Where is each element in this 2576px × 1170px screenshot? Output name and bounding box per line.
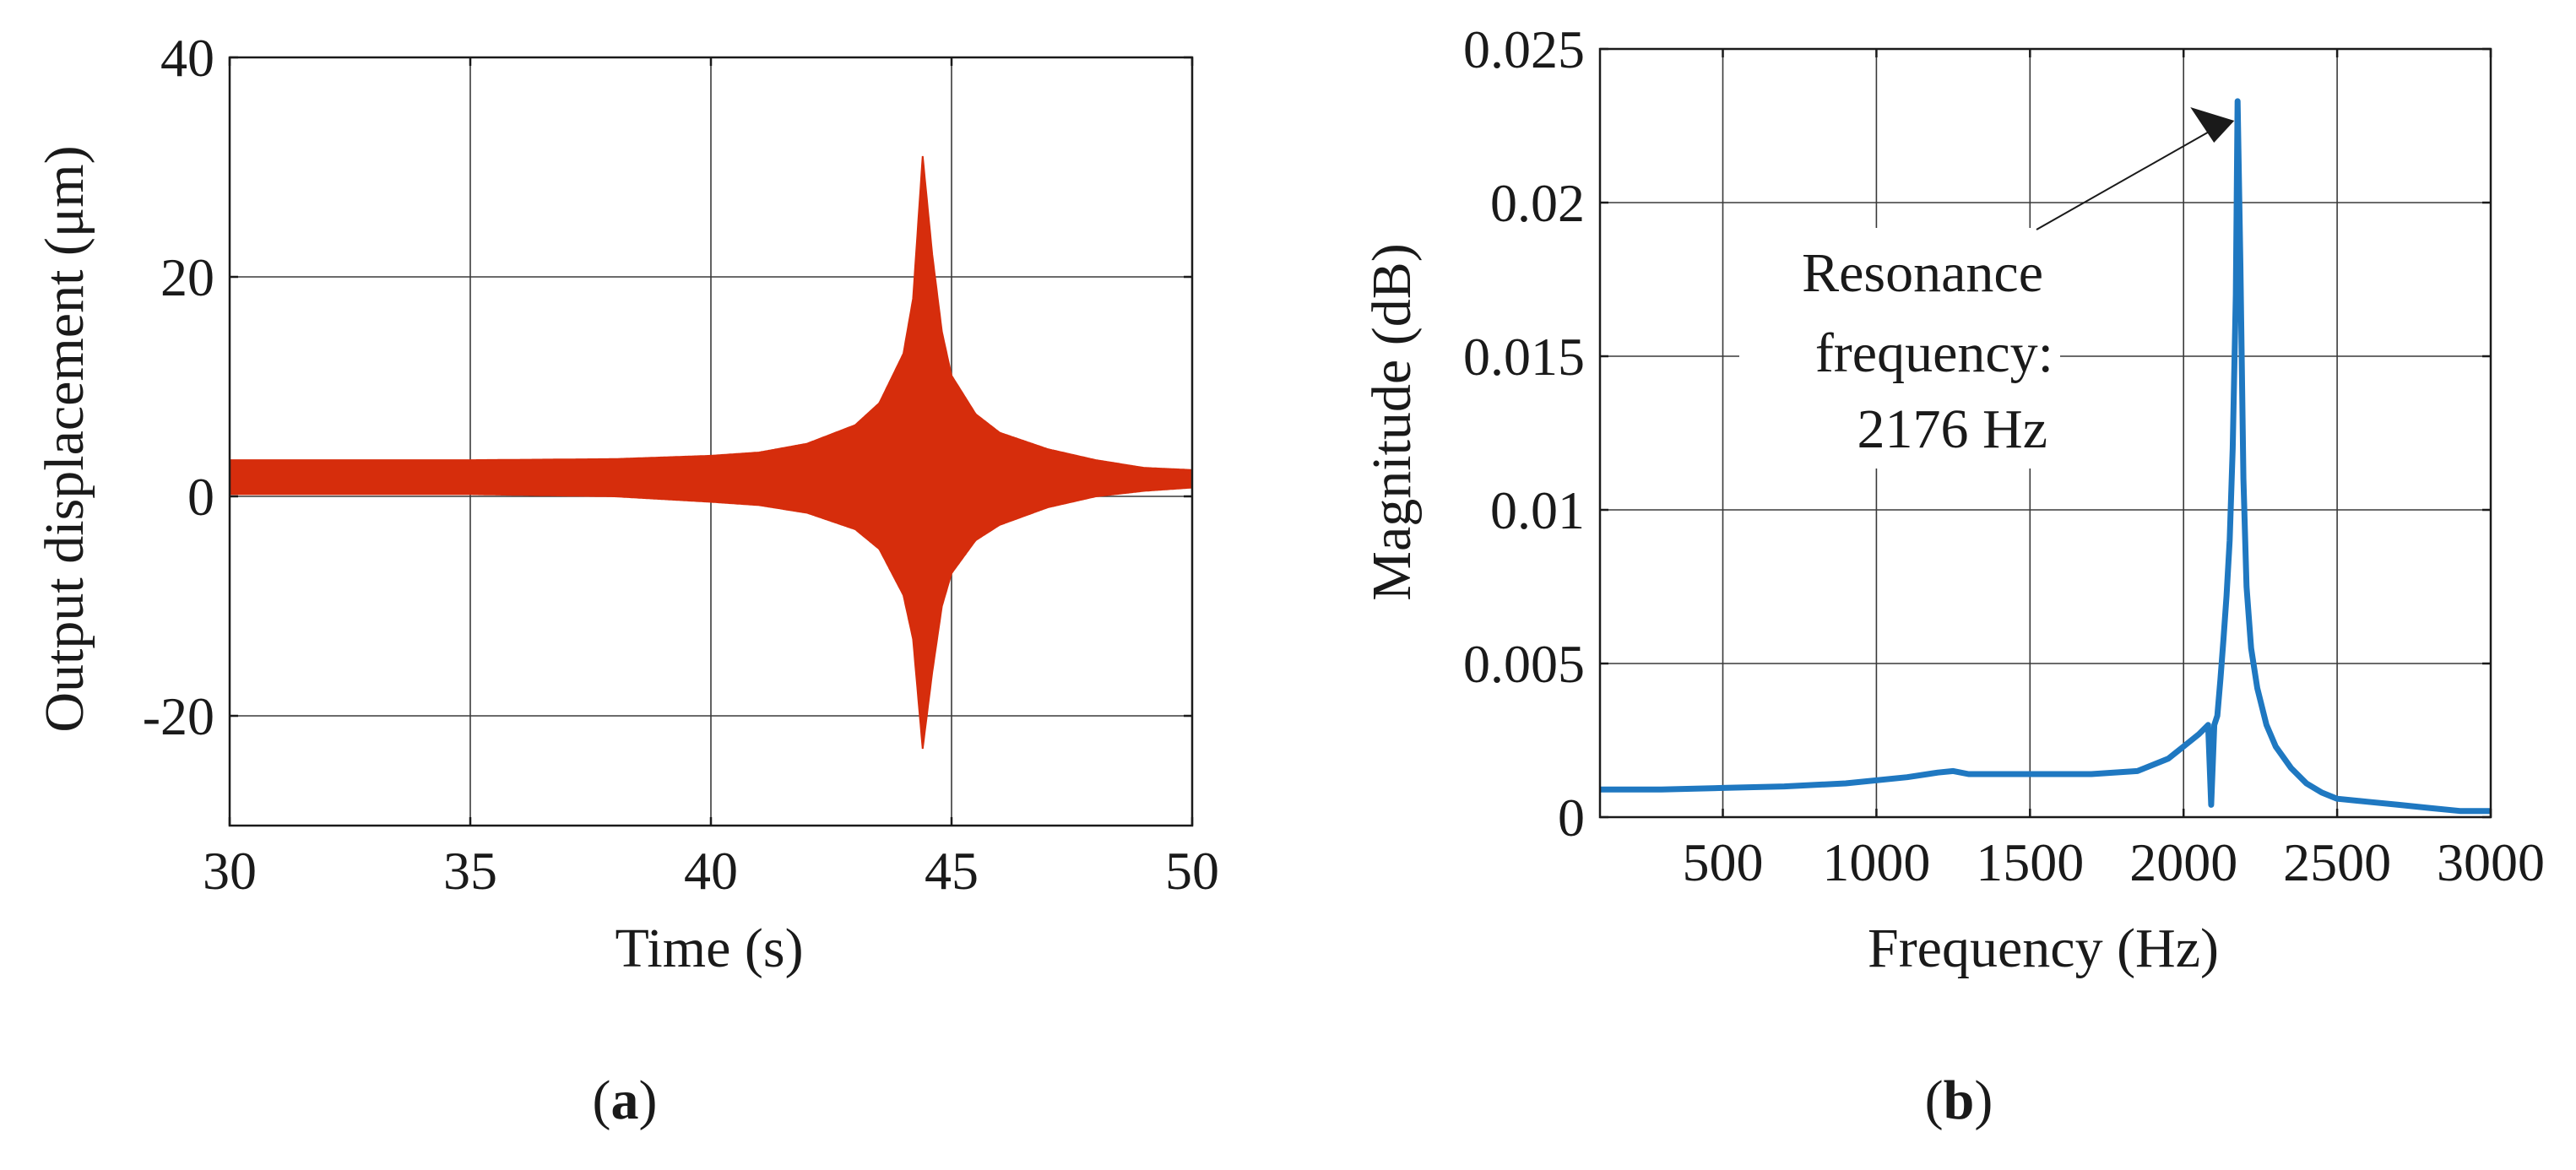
resonance-label-line-1: Resonance bbox=[1802, 242, 2043, 304]
resonance-pointer-line bbox=[2036, 123, 2223, 230]
panel-a-x-axis-label: Time (s) bbox=[615, 918, 803, 979]
y-tick-label: 0 bbox=[1558, 788, 1585, 848]
resonance-label-line-2: frequency: bbox=[1815, 322, 2053, 384]
panel-b-y-axis-label: Magnitude (dB) bbox=[1361, 243, 1423, 600]
panel-b-caption: (b) bbox=[1925, 1070, 1993, 1131]
y-tick-label: 0.025 bbox=[1463, 19, 1585, 79]
panel-b-x-tick-labels: 500 1000 1500 2000 2500 3000 bbox=[1683, 832, 2545, 892]
y-tick-label: 0 bbox=[187, 467, 214, 527]
panel-a-time-domain: 30 35 40 45 50 -20 0 20 40 Time (s) Output disp… bbox=[34, 28, 1219, 1131]
y-tick-label: 0.015 bbox=[1463, 327, 1585, 387]
panel-b-annotation-background bbox=[1739, 228, 2060, 469]
panel-a-y-axis-label: Output displacement (μm) bbox=[34, 145, 95, 732]
magnitude-spectrum-line bbox=[1600, 98, 2491, 815]
y-tick-label: 0.02 bbox=[1490, 173, 1585, 233]
panel-a-y-tick-labels: -20 0 20 40 bbox=[143, 28, 214, 746]
panel-b-axes-frame bbox=[1598, 47, 2492, 819]
y-tick-label: 0.01 bbox=[1490, 480, 1585, 540]
x-tick-label: 45 bbox=[925, 841, 979, 901]
x-tick-label: 3000 bbox=[2437, 832, 2545, 892]
x-tick-label: 1500 bbox=[1976, 832, 2084, 892]
y-tick-label: 0.005 bbox=[1463, 634, 1585, 694]
x-tick-label: 2500 bbox=[2283, 832, 2391, 892]
x-tick-label: 35 bbox=[443, 841, 497, 901]
x-tick-label: 1000 bbox=[1822, 832, 1930, 892]
panel-a-x-tick-labels: 30 35 40 45 50 bbox=[203, 841, 1219, 901]
panel-a-caption-letter: a bbox=[611, 1070, 639, 1131]
panel-a-caption: (a) bbox=[593, 1070, 658, 1131]
x-tick-label: 50 bbox=[1165, 841, 1219, 901]
x-tick-label: 2000 bbox=[2129, 832, 2237, 892]
x-tick-label: 40 bbox=[684, 841, 738, 901]
x-tick-label: 500 bbox=[1683, 832, 1764, 892]
resonance-label-line-3: 2176 Hz bbox=[1857, 398, 2047, 460]
panel-a-tick-marks bbox=[228, 56, 1194, 826]
panel-b-caption-letter: b bbox=[1944, 1070, 1975, 1131]
panel-b-frequency-response: 500 1000 1500 2000 2500 3000 00.0050.010.0150… bbox=[1361, 19, 2545, 1131]
resonance-arrowhead bbox=[2190, 107, 2235, 143]
y-tick-label: -20 bbox=[143, 686, 214, 746]
panel-b-y-tick-labels: 0 0.005 0.01 0.015 0.02 0.025 bbox=[1463, 19, 1585, 848]
y-tick-label: 40 bbox=[160, 28, 214, 88]
x-tick-label: 30 bbox=[203, 841, 257, 901]
panel-b-tick-marks bbox=[1600, 47, 2492, 819]
panel-b-resonance-annotation: Resonance frequency: 2176 Hz bbox=[1802, 107, 2235, 460]
panel-b-series bbox=[1600, 98, 2491, 815]
y-tick-label: 20 bbox=[160, 247, 214, 307]
panel-b-x-axis-label: Frequency (Hz) bbox=[1868, 918, 2219, 979]
